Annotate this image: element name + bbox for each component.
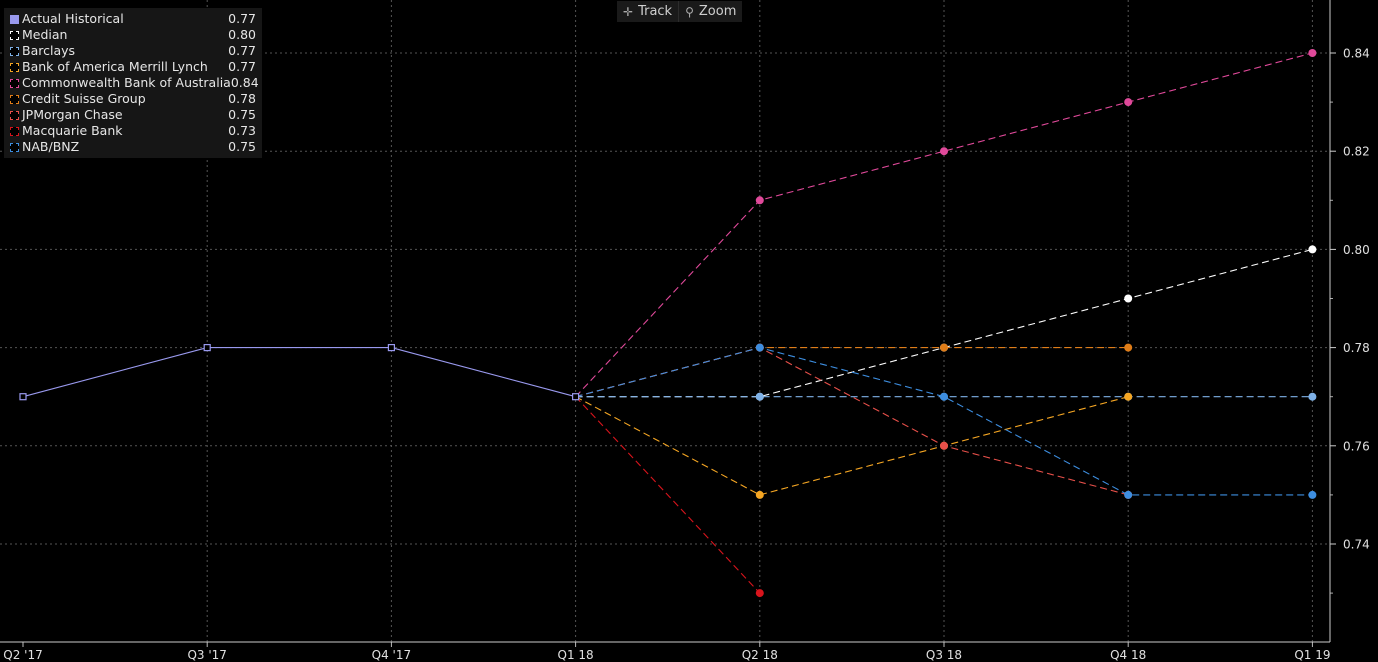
legend-value: 0.84 [230,75,259,90]
legend-value: 0.78 [228,91,256,106]
legend-label: JPMorgan Chase [22,107,123,122]
legend-swatch [10,110,19,120]
legend-value: 0.80 [228,27,256,42]
legend-swatch [10,78,19,88]
data-point-nab-bnz [1124,490,1133,499]
x-tick-label: Q4 '17 [372,648,411,662]
crosshair-icon: ✛ [623,4,634,19]
data-point-credit-suisse-group [940,343,948,352]
data-point-median [1124,294,1133,303]
y-tick-label: 0.80 [1343,243,1370,257]
data-point-commonwealth-bank-of-australia [940,147,948,156]
data-point-macquarie-bank [755,589,764,598]
zoom-label: Zoom [698,4,737,19]
data-points [19,49,1317,598]
legend-swatch [10,94,19,104]
data-point-credit-suisse-group [1124,343,1133,352]
legend-label: Actual Historical [22,11,124,26]
y-tick-label: 0.78 [1343,341,1370,355]
legend-value: 0.77 [228,59,256,74]
magnifier-icon: ⚲ [685,4,694,19]
legend-label: Median [22,27,68,42]
legend-item-nab-bnz[interactable]: NAB/BNZ 0.75 [4,139,262,155]
series-line-credit-suisse-group [575,347,1129,398]
legend-value: 0.73 [228,123,256,138]
legend-value: 0.77 [228,11,256,26]
data-point-commonwealth-bank-of-australia [1308,49,1317,57]
legend-item-jpmorgan-chase[interactable]: JPMorgan Chase 0.75 [4,107,262,123]
legend-item-credit-suisse-group[interactable]: Credit Suisse Group 0.78 [4,91,262,107]
data-point-actual-historical [387,344,395,352]
legend-swatch [10,62,19,72]
legend-swatch [10,126,19,136]
series-line-commonwealth-bank-of-australia [575,52,1313,398]
legend-value: 0.75 [228,139,256,154]
data-point-median [1308,245,1317,254]
data-point-commonwealth-bank-of-australia [1124,98,1133,107]
legend-label: Commonwealth Bank of Australia [22,75,231,90]
series-line-actual-historical [22,347,576,398]
chart-legend: Actual Historical 0.77 Median 0.80 Barclays 0… [4,8,262,158]
legend-swatch [10,14,19,24]
zoom-button[interactable]: ⚲ Zoom [678,1,742,22]
x-tick-label: Q2 18 [742,648,778,662]
legend-swatch [10,30,19,40]
data-point-actual-historical [571,393,580,401]
data-point-nab-bnz [1308,490,1317,499]
legend-item-bank-of-america-merrill-lynch[interactable]: Bank of America Merrill Lynch 0.77 [4,59,262,75]
series-line-nab-bnz [575,347,1313,496]
legend-label: Barclays [22,43,76,58]
legend-label: Bank of America Merrill Lynch [22,59,208,74]
chart-toolbar: ✛ Track ⚲ Zoom [617,1,743,22]
data-point-commonwealth-bank-of-australia [755,196,764,205]
data-point-bank-of-america-merrill-lynch [755,490,764,499]
data-point-nab-bnz [940,392,948,401]
x-tick-label: Q1 18 [558,648,594,662]
x-tick-label: Q3 18 [926,648,962,662]
x-tick-label: Q2 '17 [3,648,42,662]
legend-label: Credit Suisse Group [22,91,146,106]
y-tick-label: 0.74 [1343,538,1370,552]
series-line-jpmorgan-chase [575,347,1129,496]
legend-item-barclays[interactable]: Barclays 0.77 [4,43,262,59]
legend-item-actual-historical[interactable]: Actual Historical 0.77 [4,11,262,27]
data-point-barclays [755,392,764,401]
legend-swatch [10,46,19,56]
legend-item-macquarie-bank[interactable]: Macquarie Bank 0.73 [4,123,262,139]
legend-value: 0.75 [228,107,256,122]
data-point-actual-historical [19,393,27,401]
x-tick-label: Q4 18 [1110,648,1146,662]
track-button[interactable]: ✛ Track [617,1,678,22]
legend-item-median[interactable]: Median 0.80 [4,27,262,43]
legend-swatch [10,142,19,152]
data-point-nab-bnz [755,343,764,352]
legend-label: NAB/BNZ [22,139,80,154]
data-point-actual-historical [203,344,211,352]
y-tick-label: 0.76 [1343,439,1370,453]
data-point-jpmorgan-chase [940,441,948,450]
track-label: Track [638,4,673,19]
y-tick-label: 0.84 [1343,47,1370,61]
legend-item-commonwealth-bank-of-australia[interactable]: Commonwealth Bank of Australia 0.84 [4,75,262,91]
y-tick-label: 0.82 [1343,145,1370,159]
x-tick-label: Q1 19 [1294,648,1330,662]
data-point-bank-of-america-merrill-lynch [1124,392,1133,401]
series-line-macquarie-bank [575,396,761,594]
legend-value: 0.77 [228,43,256,58]
data-point-barclays [1308,392,1317,401]
legend-label: Macquarie Bank [22,123,123,138]
x-tick-label: Q3 '17 [187,648,226,662]
series-line-bank-of-america-merrill-lynch [575,396,1129,496]
